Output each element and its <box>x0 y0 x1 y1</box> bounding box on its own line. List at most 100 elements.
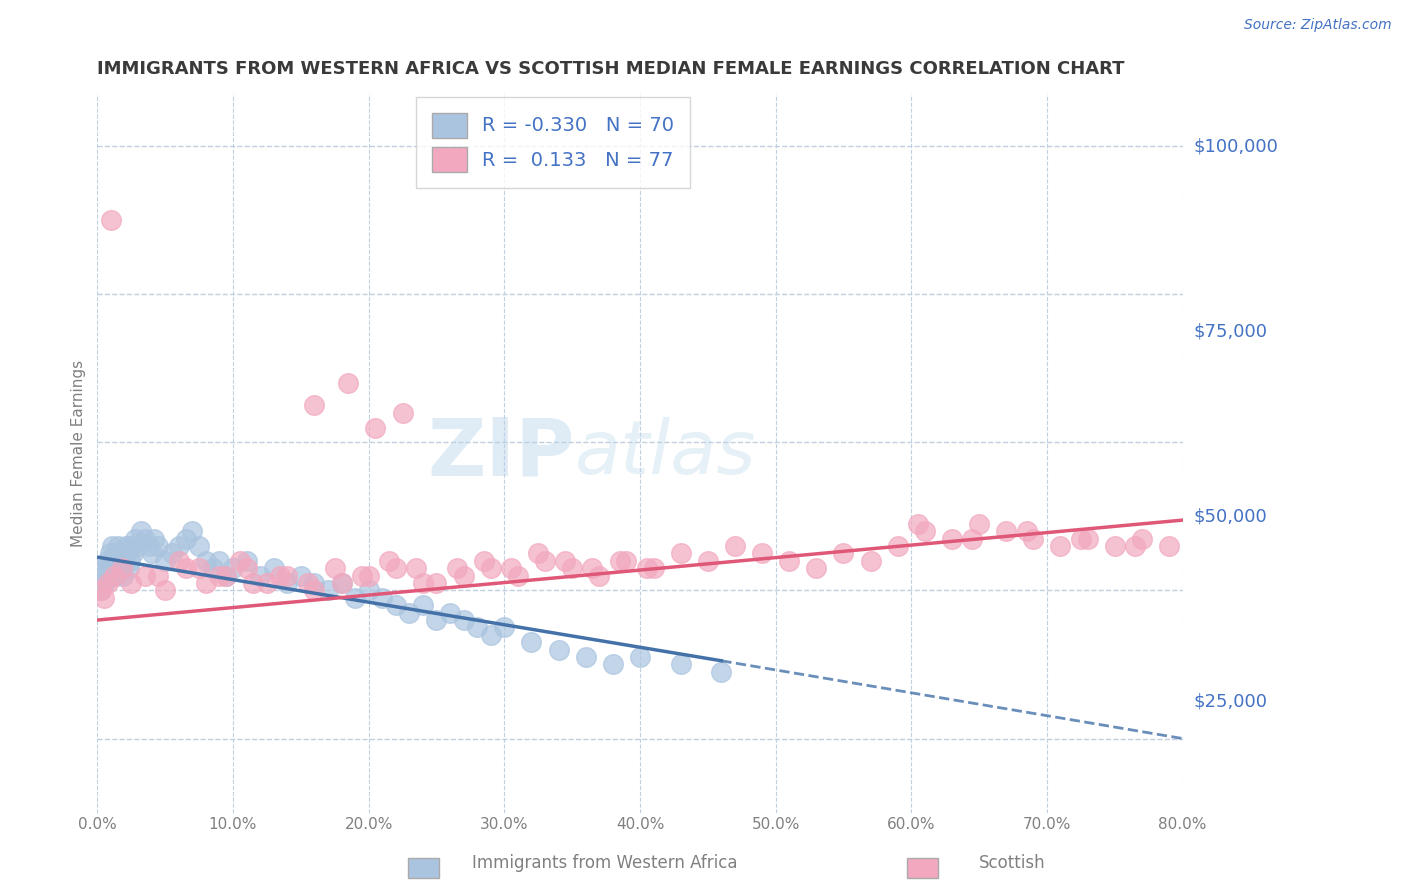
Point <box>167 554 190 568</box>
Point <box>412 599 434 613</box>
Point <box>907 516 929 531</box>
Point <box>316 583 339 598</box>
Point <box>138 539 160 553</box>
Point <box>112 568 135 582</box>
Point <box>249 568 271 582</box>
Point <box>101 539 124 553</box>
Point <box>425 613 447 627</box>
Point <box>134 532 156 546</box>
Point <box>1157 539 1180 553</box>
Point <box>962 532 984 546</box>
Point <box>494 620 516 634</box>
Point <box>1015 524 1038 539</box>
Point <box>97 576 120 591</box>
Point <box>609 554 631 568</box>
Point <box>110 561 132 575</box>
Point <box>527 546 550 560</box>
Point <box>378 554 401 568</box>
Point <box>967 516 990 531</box>
Point <box>100 213 122 227</box>
Point <box>439 606 461 620</box>
Point <box>886 539 908 553</box>
Point <box>1077 532 1099 546</box>
Point <box>111 546 134 560</box>
Point <box>344 591 367 605</box>
Point <box>120 576 142 591</box>
Point <box>696 554 718 568</box>
Point <box>148 568 170 582</box>
Point <box>453 568 475 582</box>
Point <box>337 376 360 391</box>
Point <box>751 546 773 560</box>
Point <box>330 576 353 591</box>
Text: Immigrants from Western Africa: Immigrants from Western Africa <box>472 855 737 872</box>
Point <box>357 568 380 582</box>
Text: IMMIGRANTS FROM WESTERN AFRICA VS SCOTTISH MEDIAN FEMALE EARNINGS CORRELATION CH: IMMIGRANTS FROM WESTERN AFRICA VS SCOTTI… <box>97 60 1125 78</box>
Point <box>194 576 217 591</box>
Text: ZIP: ZIP <box>427 415 575 492</box>
Point <box>520 635 543 649</box>
Point <box>643 561 665 575</box>
Point <box>304 576 326 591</box>
Point <box>995 524 1018 539</box>
Point <box>108 554 131 568</box>
Point <box>446 561 468 575</box>
Point <box>93 591 115 605</box>
Point <box>208 554 231 568</box>
Point <box>235 554 257 568</box>
Point <box>290 568 312 582</box>
Text: Source: ZipAtlas.com: Source: ZipAtlas.com <box>1244 18 1392 32</box>
Point <box>90 583 112 598</box>
Text: $50,000: $50,000 <box>1194 508 1267 525</box>
Point <box>384 561 406 575</box>
Point <box>330 576 353 591</box>
Point <box>263 561 285 575</box>
Point <box>472 554 495 568</box>
Point <box>581 561 603 575</box>
Point <box>98 546 121 560</box>
Point <box>215 568 238 582</box>
Point <box>778 554 800 568</box>
Point <box>412 576 434 591</box>
Point <box>174 532 197 546</box>
Y-axis label: Median Female Earnings: Median Female Earnings <box>72 360 86 547</box>
Point <box>391 406 413 420</box>
Point <box>384 599 406 613</box>
Text: $25,000: $25,000 <box>1194 692 1268 711</box>
Point <box>229 554 252 568</box>
Point <box>134 568 156 582</box>
Point <box>724 539 747 553</box>
Point <box>554 554 576 568</box>
Point <box>304 398 326 412</box>
Point <box>120 539 142 553</box>
Point <box>153 583 176 598</box>
Point <box>276 568 298 582</box>
Point <box>94 576 117 591</box>
Point <box>859 554 882 568</box>
Point <box>215 568 238 582</box>
Point <box>114 554 136 568</box>
Legend: R = -0.330   N = 70, R =  0.133   N = 77: R = -0.330 N = 70, R = 0.133 N = 77 <box>416 97 690 188</box>
Point <box>575 650 598 665</box>
Point <box>167 539 190 553</box>
Point <box>111 561 134 575</box>
Point <box>304 583 326 598</box>
Point <box>153 554 176 568</box>
Point <box>124 532 146 546</box>
Point <box>105 568 128 582</box>
Point <box>1123 539 1146 553</box>
Point <box>710 665 733 679</box>
Point <box>323 561 346 575</box>
Point <box>208 568 231 582</box>
Point <box>371 591 394 605</box>
Point <box>194 554 217 568</box>
Point <box>398 606 420 620</box>
Text: atlas: atlas <box>575 417 756 490</box>
Point <box>914 524 936 539</box>
Point <box>506 568 529 582</box>
Text: $75,000: $75,000 <box>1194 322 1268 341</box>
Point <box>276 576 298 591</box>
Point <box>174 561 197 575</box>
Point <box>115 539 138 553</box>
Point <box>269 568 291 582</box>
